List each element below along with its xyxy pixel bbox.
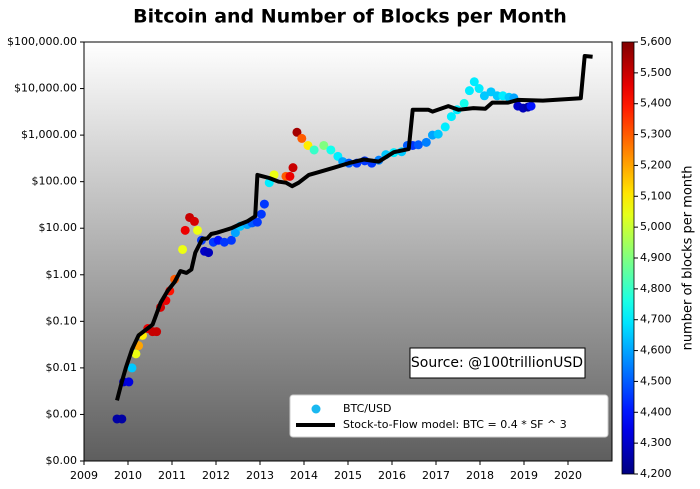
price-point bbox=[189, 216, 199, 226]
x-tick-label: 2016 bbox=[378, 469, 406, 482]
x-tick-label: 2012 bbox=[202, 469, 230, 482]
price-point bbox=[459, 98, 469, 108]
price-point bbox=[326, 145, 336, 155]
colorbar-tick-label: 4,200 bbox=[640, 467, 672, 480]
price-point bbox=[127, 363, 137, 373]
price-point bbox=[446, 112, 456, 122]
annotation-box bbox=[409, 347, 586, 379]
colorbar-tick-label: 5,500 bbox=[640, 66, 672, 79]
x-tick-label: 2018 bbox=[466, 469, 494, 482]
price-point bbox=[180, 225, 190, 235]
y-tick-label: $1,000.00 bbox=[21, 128, 77, 141]
price-point bbox=[252, 217, 262, 227]
y-tick-label: $0.00 bbox=[46, 454, 78, 467]
price-point bbox=[117, 414, 127, 424]
price-point bbox=[526, 101, 536, 111]
price-point bbox=[288, 163, 298, 173]
price-point bbox=[464, 86, 474, 96]
legend-marker bbox=[311, 404, 321, 414]
colorbar-tick-label: 4,500 bbox=[640, 374, 672, 387]
price-point bbox=[230, 228, 240, 238]
price-point bbox=[433, 129, 443, 139]
y-tick-label: $0.00 bbox=[46, 407, 78, 420]
colorbar-tick-label: 5,000 bbox=[640, 220, 672, 233]
price-point bbox=[178, 244, 188, 254]
price-point bbox=[303, 140, 313, 150]
colorbar-label: number of blocks per month bbox=[681, 166, 696, 351]
y-tick-label: $0.01 bbox=[46, 361, 78, 374]
colorbar-tick-label: 5,300 bbox=[640, 128, 672, 141]
price-point bbox=[319, 140, 329, 150]
colorbar bbox=[621, 41, 635, 475]
y-tick-label: $1.00 bbox=[46, 268, 78, 281]
price-point bbox=[204, 248, 214, 258]
price-point bbox=[131, 349, 141, 359]
price-point bbox=[259, 199, 269, 209]
price-point bbox=[309, 145, 319, 155]
price-point bbox=[256, 209, 266, 219]
colorbar-tick-label: 4,800 bbox=[640, 282, 672, 295]
legend-label: BTC/USD bbox=[343, 402, 392, 415]
price-point bbox=[193, 225, 203, 235]
colorbar-tick-label: 4,700 bbox=[640, 313, 672, 326]
price-point bbox=[440, 122, 450, 132]
price-point bbox=[219, 237, 229, 247]
x-tick-label: 2017 bbox=[422, 469, 450, 482]
price-point bbox=[413, 140, 423, 150]
legend-box bbox=[289, 394, 609, 438]
y-tick-label: $10,000.00 bbox=[14, 82, 77, 95]
x-tick-label: 2014 bbox=[290, 469, 318, 482]
x-tick-label: 2013 bbox=[246, 469, 274, 482]
price-point bbox=[124, 377, 134, 387]
price-point bbox=[474, 84, 484, 94]
price-point bbox=[292, 127, 302, 137]
model-line bbox=[115, 54, 593, 401]
colorbar-tick-label: 4,600 bbox=[640, 344, 672, 357]
price-point bbox=[226, 235, 236, 245]
colorbar-tick-label: 4,400 bbox=[640, 405, 672, 418]
price-point bbox=[469, 77, 479, 87]
y-tick-label: $10.00 bbox=[39, 221, 78, 234]
colorbar-tick-label: 4,300 bbox=[640, 436, 672, 449]
colorbar-tick-label: 5,600 bbox=[640, 35, 672, 48]
colorbar-tick-label: 5,400 bbox=[640, 97, 672, 110]
price-point bbox=[297, 133, 307, 143]
x-tick-label: 2009 bbox=[70, 469, 98, 482]
x-tick-label: 2020 bbox=[554, 469, 582, 482]
colorbar-tick-label: 5,200 bbox=[640, 158, 672, 171]
annotation: Source: @100trillionUSD bbox=[411, 355, 583, 371]
x-tick-label: 2015 bbox=[334, 469, 362, 482]
y-tick-label: $100,000.00 bbox=[7, 35, 77, 48]
colorbar-tick-label: 4,900 bbox=[640, 251, 672, 264]
x-tick-label: 2011 bbox=[158, 469, 186, 482]
chart-title: Bitcoin and Number of Blocks per Month bbox=[133, 6, 567, 28]
colorbar-tick-label: 5,100 bbox=[640, 189, 672, 202]
y-tick-label: $0.10 bbox=[46, 314, 78, 327]
price-point bbox=[152, 327, 162, 337]
price-point bbox=[285, 171, 295, 181]
price-point bbox=[479, 91, 489, 101]
legend-label: Stock-to-Flow model: BTC = 0.4 * SF ^ 3 bbox=[343, 418, 567, 431]
y-tick-label: $100.00 bbox=[32, 175, 78, 188]
x-tick-label: 2010 bbox=[114, 469, 142, 482]
price-point bbox=[421, 137, 431, 147]
x-tick-label: 2019 bbox=[510, 469, 538, 482]
